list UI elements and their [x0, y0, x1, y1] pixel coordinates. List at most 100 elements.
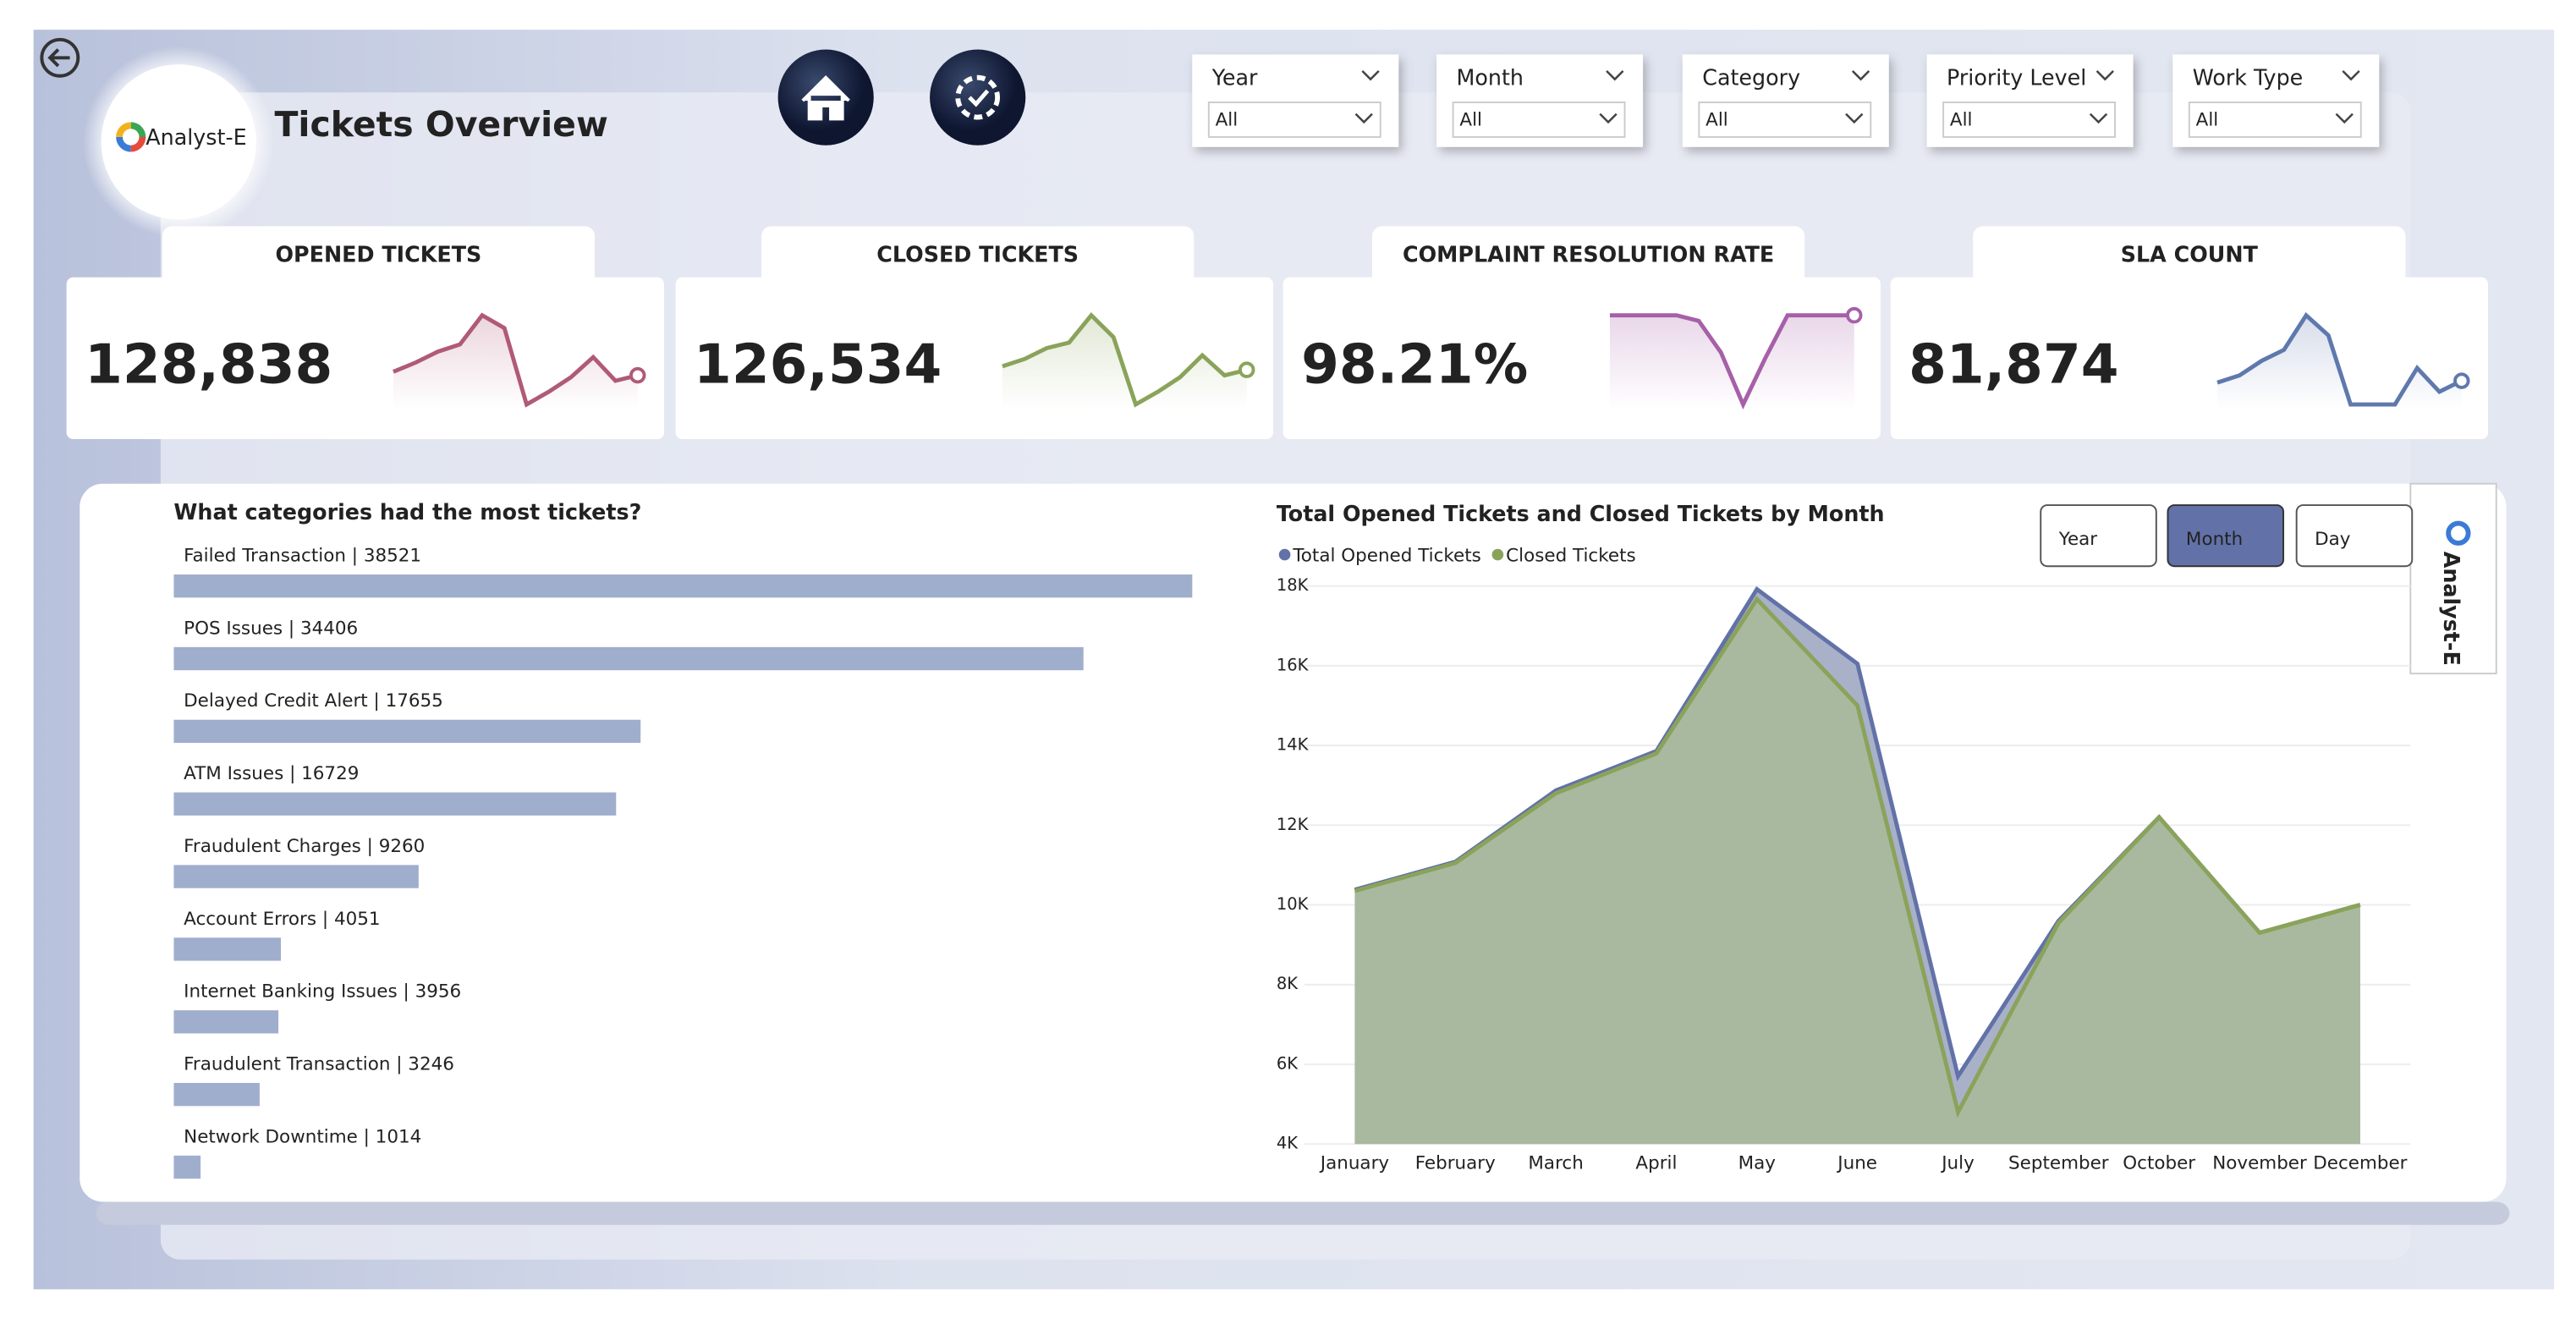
filter-dropdown[interactable] — [1942, 101, 2117, 138]
home-button[interactable] — [777, 49, 874, 146]
bar-label: Account Errors | 4051 — [184, 909, 380, 930]
y-tick-label: 6K — [1277, 1053, 1299, 1073]
kpi-value: 98.21% — [1301, 333, 1528, 397]
y-tick-label: 12K — [1277, 815, 1310, 834]
bar-label: Fraudulent Charges | 9260 — [184, 836, 425, 857]
x-tick-label: April — [1635, 1153, 1677, 1174]
separator: | — [390, 1054, 408, 1075]
period-button[interactable] — [2040, 504, 2157, 568]
period-button[interactable] — [2295, 504, 2414, 568]
value-label: 38521 — [364, 546, 421, 567]
separator: | — [361, 836, 379, 857]
y-tick-label: 4K — [1277, 1134, 1299, 1153]
separator: | — [346, 546, 364, 567]
x-tick-label: March — [1528, 1153, 1583, 1174]
bar — [173, 719, 641, 744]
chevron — [2335, 113, 2354, 124]
category-name: Internet Banking Issues — [184, 981, 398, 1003]
y-tick-label: 10K — [1277, 894, 1310, 914]
value-label: 4051 — [334, 909, 381, 930]
y-tick-label: 16K — [1277, 655, 1310, 674]
category-name: Network Downtime — [184, 1126, 358, 1147]
filter-value: All — [1705, 109, 1728, 130]
filter-dropdown[interactable] — [2188, 101, 2362, 138]
category-name: Failed Transaction — [184, 546, 346, 567]
bar — [173, 646, 1084, 671]
kpi-tab — [761, 226, 1195, 286]
bar — [173, 937, 282, 961]
filter-label: Year — [1211, 65, 1258, 91]
value-label: 3956 — [415, 981, 462, 1003]
chevron — [1354, 113, 1373, 124]
period-button-label: Year — [2058, 529, 2098, 550]
logo-ring — [116, 122, 146, 152]
kpi-tab — [1372, 226, 1805, 286]
category-name: ATM Issues — [184, 763, 283, 784]
chevron — [2342, 70, 2360, 81]
period-button[interactable] — [2167, 504, 2285, 568]
kpi-title: COMPLAINT RESOLUTION RATE — [1403, 241, 1774, 267]
chevron — [2095, 70, 2114, 81]
side-tab-logo — [2446, 520, 2471, 546]
bar-label: Failed Transaction | 38521 — [184, 546, 421, 567]
value-label: 17655 — [386, 690, 443, 712]
kpi-tab — [162, 226, 596, 286]
x-tick-label: January — [1319, 1153, 1390, 1174]
value-label: 3246 — [408, 1054, 454, 1075]
back-arrow — [47, 48, 70, 68]
spark-line — [1002, 312, 1248, 408]
bar-label: Network Downtime | 1014 — [184, 1126, 421, 1147]
category-name: POS Issues — [184, 618, 283, 639]
filter-label: Category — [1702, 65, 1800, 91]
bar-label: Fraudulent Transaction | 3246 — [184, 1054, 454, 1075]
side-tab-text: Analyst-E — [2439, 552, 2464, 666]
settings-button[interactable] — [930, 49, 1026, 146]
bar-label: ATM Issues | 16729 — [184, 763, 359, 784]
x-tick-label: June — [1836, 1153, 1877, 1174]
legend-label: Closed Tickets — [1506, 546, 1636, 567]
filter-dropdown[interactable] — [1698, 101, 1872, 138]
spark-area — [393, 315, 638, 409]
spark-line — [1609, 313, 1854, 409]
period-button-label: Day — [2315, 529, 2351, 550]
legend-swatch — [1491, 548, 1504, 561]
filter-dropdown[interactable] — [1207, 101, 1381, 138]
bar — [173, 1155, 201, 1179]
spark-area — [1002, 315, 1247, 409]
filter-label: Month — [1457, 65, 1524, 91]
chevron — [1361, 70, 1380, 81]
separator: | — [398, 981, 415, 1003]
spark-line — [393, 312, 639, 408]
spark-area — [2217, 315, 2462, 409]
x-tick-label: September — [2008, 1153, 2109, 1174]
spark-line — [2216, 311, 2463, 407]
kpi-title: OPENED TICKETS — [276, 241, 482, 267]
filter-dropdown[interactable] — [1452, 101, 1626, 138]
area-line — [1354, 596, 2361, 1118]
bar — [173, 574, 1193, 598]
settings-icon — [955, 74, 1001, 120]
spark-end — [629, 366, 646, 384]
area-fill — [1354, 599, 2360, 1145]
x-tick-label: October — [2123, 1153, 2195, 1174]
home-icon — [801, 74, 850, 121]
category-name: Fraudulent Transaction — [184, 1054, 390, 1075]
value-label: 9260 — [379, 836, 426, 857]
side-tab[interactable] — [2409, 482, 2497, 675]
bar — [173, 865, 419, 888]
x-tick-label: November — [2212, 1153, 2307, 1174]
y-tick-label: 14K — [1277, 735, 1310, 755]
bar-label: POS Issues | 34406 — [184, 618, 358, 639]
bar — [173, 1082, 260, 1107]
page-title: Tickets Overview — [274, 104, 607, 145]
kpi-value: 126,534 — [694, 333, 942, 397]
back-button[interactable] — [40, 37, 80, 78]
period-button-label: Month — [2186, 529, 2243, 550]
filter-value: All — [2196, 109, 2219, 130]
bar-label: Internet Banking Issues | 3956 — [184, 981, 461, 1003]
y-tick-label: 8K — [1277, 974, 1299, 993]
chevron — [1851, 70, 1870, 81]
separator: | — [368, 690, 386, 712]
settings-check — [968, 89, 990, 107]
